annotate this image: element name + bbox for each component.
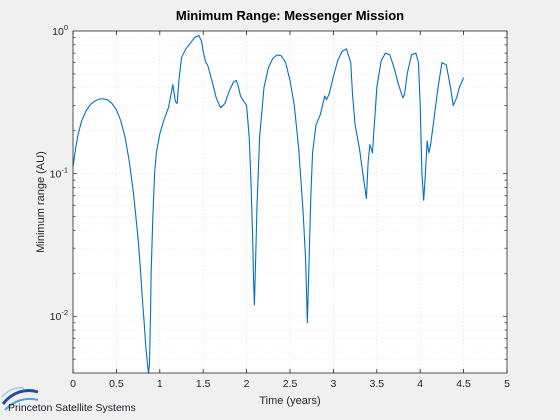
x-tick-label: 3.5 — [369, 378, 384, 390]
y-tick-label: 10-2 — [50, 308, 68, 323]
ticks — [72, 31, 508, 373]
watermark-text: Princeton Satellite Systems — [8, 402, 136, 414]
y-tick-label: 100 — [52, 23, 68, 38]
chart-title: Minimum Range: Messenger Mission — [176, 8, 404, 23]
series-line — [72, 34, 465, 374]
pss-swoosh-logo-icon — [1, 387, 39, 411]
x-tick-label: 4.5 — [456, 378, 471, 390]
x-tick-label: 1.5 — [196, 378, 211, 390]
y-axis-label: Minimum range (AU) — [35, 151, 47, 252]
x-tick-label: 1 — [157, 378, 163, 390]
x-tick-label: 2 — [244, 378, 250, 390]
tick-labels: 0 0.5 1 1.5 2 2.5 3 3.5 4 4.5 5 10-2 10-1 100 — [50, 23, 510, 390]
x-tick-label: 0 — [70, 378, 76, 390]
x-tick-label: 4 — [417, 378, 423, 390]
x-tick-label: 2.5 — [283, 378, 298, 390]
y-tick-label: 10-1 — [50, 166, 68, 181]
data-lines — [72, 34, 465, 374]
x-axis-label: Time (years) — [259, 395, 320, 407]
x-tick-label: 3 — [330, 378, 336, 390]
x-tick-label: 5 — [504, 378, 510, 390]
x-tick-label: 0.5 — [109, 378, 124, 390]
watermark: Princeton Satellite Systems — [1, 387, 136, 414]
